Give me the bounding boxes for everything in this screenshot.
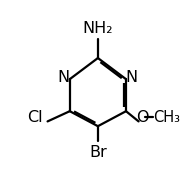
Text: N: N	[126, 70, 138, 85]
Text: NH₂: NH₂	[83, 21, 113, 36]
Text: Cl: Cl	[28, 110, 43, 125]
Text: N: N	[58, 70, 70, 85]
Text: O: O	[136, 110, 149, 125]
Text: Br: Br	[89, 145, 107, 160]
Text: CH₃: CH₃	[153, 110, 180, 125]
